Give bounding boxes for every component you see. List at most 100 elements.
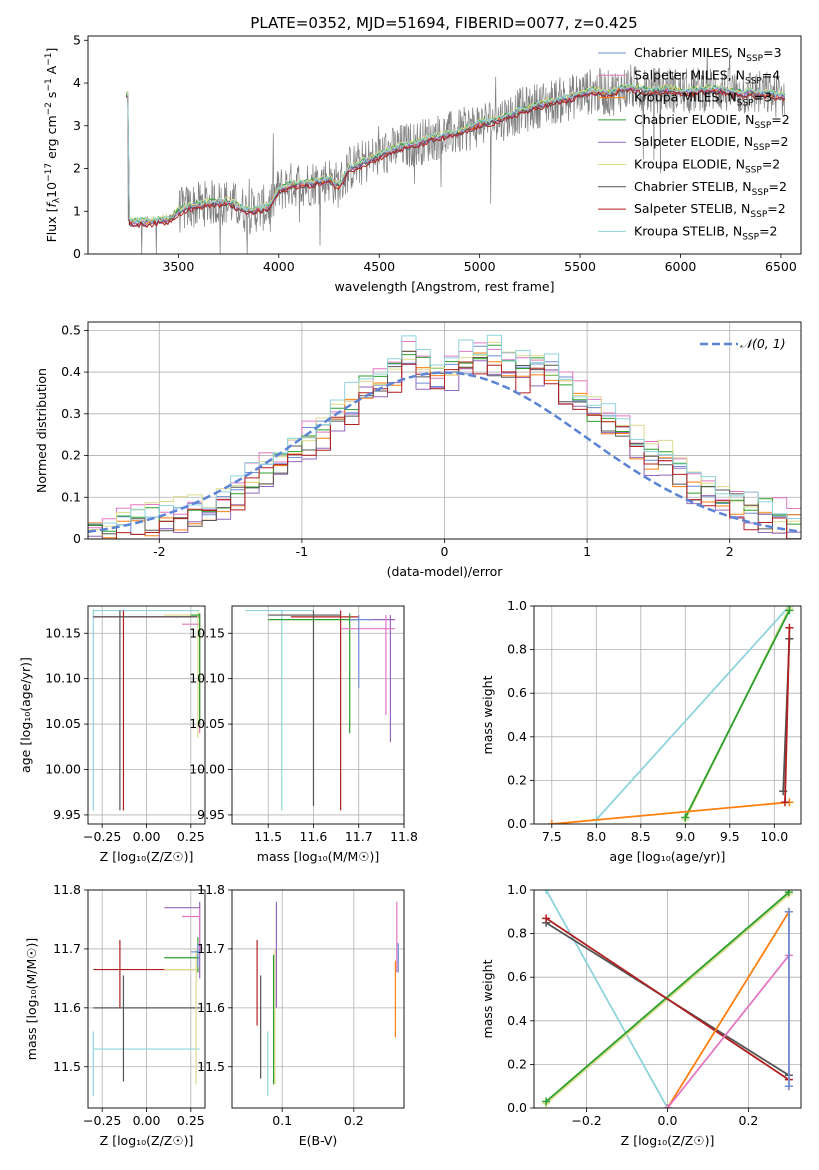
axes-frame [231, 605, 405, 825]
legend: Chabrier MILES, NSSP=3 Salpeter MILES, NS… [598, 45, 790, 242]
x-tick-label: 8.5 [631, 829, 651, 844]
plot-area [92, 609, 201, 811]
y-tick-label: 10.15 [45, 625, 81, 640]
data-point [681, 813, 690, 822]
y-tick-label: 0.1 [61, 489, 81, 504]
x-tick-label: 4500 [363, 259, 395, 274]
model-line [125, 87, 785, 228]
x-tick-label: 0.00 [133, 1113, 161, 1128]
x-tick-label: 0.2 [344, 1113, 364, 1128]
y-tick-label: 11.5 [53, 1059, 81, 1074]
plot-area [125, 49, 786, 254]
data-point [785, 606, 794, 615]
y-tick-label: 0.2 [507, 1056, 527, 1071]
plot-area [256, 901, 399, 1097]
x-tick-label: 6000 [665, 259, 697, 274]
y-tick-label: 0.2 [507, 772, 527, 787]
weight-line [545, 891, 790, 1103]
y-tick-label: 0.8 [507, 926, 527, 941]
panel-mass-vs-Z: −0.25 0.00 0.25 11.5 11.6 11.7 11.8 Z [log₁₀(Z/… [24, 882, 206, 1148]
plot-area [547, 606, 794, 824]
observed-spectrum [126, 49, 786, 254]
legend-label: Salpeter MILES, NSSP=4 [634, 67, 780, 86]
legend-label: Chabrier ELODIE, NSSP=2 [634, 112, 790, 131]
y-tick-label: 11.7 [53, 941, 81, 956]
y-axis-label: mass weight [480, 959, 495, 1038]
x-tick-label: 11.8 [390, 829, 418, 844]
legend-label: Salpeter STELIB, NSSP=2 [634, 201, 786, 220]
data-point [663, 1104, 672, 1108]
y-axis-label: Normed distribution [34, 368, 49, 493]
x-tick-label: 0.1 [272, 1113, 292, 1128]
weight-line [666, 954, 790, 1108]
x-tick-label: 0.25 [177, 1113, 205, 1128]
x-tick-label: 4000 [263, 259, 295, 274]
y-tick-label: 0.2 [61, 448, 81, 463]
data-point [542, 914, 551, 923]
panel-age-vs-Z: −0.25 0.00 0.25 9.95 10.00 10.05 10.10 10.15 Z [… [18, 605, 206, 864]
x-axis-label: Z [log₁₀(Z/Z☉)] [100, 849, 194, 864]
plot-area [245, 609, 395, 811]
y-tick-label: 3 [73, 118, 81, 133]
data-point [785, 623, 794, 632]
y-tick-label: 5 [73, 32, 81, 47]
y-tick-label: 11.5 [197, 1059, 225, 1074]
weight-line [551, 801, 790, 824]
x-tick-label: -2 [153, 544, 165, 559]
y-axis-label: mass weight [480, 675, 495, 754]
y-tick-label: 10.15 [189, 625, 225, 640]
plot-area [542, 890, 793, 1108]
y-tick-label: 11.6 [197, 1000, 225, 1015]
x-tick-label: 5500 [564, 259, 596, 274]
y-tick-label: 11.7 [197, 941, 225, 956]
plot-area [92, 901, 201, 1097]
x-tick-label: 8.0 [586, 829, 606, 844]
weight-line [595, 606, 791, 821]
model-line [125, 83, 786, 225]
x-axis-label: E(B-V) [299, 1133, 338, 1148]
y-tick-label: 0.6 [507, 969, 527, 984]
y-axis-label: Flux [fλ10−17 erg cm−2 s−1 A−1] [44, 48, 62, 243]
x-tick-label: -1 [296, 544, 308, 559]
y-tick-label: 10.05 [189, 716, 225, 731]
y-tick-label: 11.6 [53, 1000, 81, 1015]
x-axis-label: (data-model)/error [387, 564, 504, 579]
panel-massweight-vs-Z: −0.2 0.0 0.2 0.0 0.2 0.4 0.6 0.8 1.0 Z [log₁₀(Z/Z… [480, 882, 802, 1148]
x-tick-label: 3500 [162, 259, 194, 274]
axes-frame [231, 889, 405, 1109]
panel-mass-vs-EBV: 0.1 0.2 11.5 11.6 11.7 11.8 E(B-V) [197, 882, 405, 1148]
data-point [780, 798, 789, 807]
plot-area [88, 334, 801, 539]
y-tick-label: 0.0 [507, 1100, 527, 1115]
histogram-step [88, 341, 801, 539]
data-point [784, 1082, 793, 1091]
axes-frame [87, 35, 802, 255]
x-tick-label: 9.5 [720, 829, 740, 844]
x-tick-label: 0.00 [133, 829, 161, 844]
x-tick-label: 0.25 [177, 829, 205, 844]
legend-label: 𝒩(0, 1) [740, 336, 786, 351]
gaussian-curve [88, 371, 801, 533]
y-tick-label: 0.8 [507, 642, 527, 657]
x-tick-label: 11.7 [345, 829, 373, 844]
x-tick-label: 7.5 [542, 829, 562, 844]
x-axis-label: Z [log₁₀(Z/Z☉)] [100, 1133, 194, 1148]
y-tick-label: 9.95 [53, 807, 81, 822]
panel-age-vs-mass: 11.5 11.6 11.7 11.8 9.95 10.00 10.05 10.10 10.15… [189, 605, 418, 864]
x-tick-label: 1 [583, 544, 591, 559]
data-point [542, 1097, 551, 1106]
y-axis-label: age [log₁₀(age/yr)] [18, 657, 33, 773]
legend-label: Kroupa ELODIE, NSSP=2 [634, 157, 780, 176]
panel-massweight-vs-age: 7.5 8.0 8.5 9.0 9.5 10.0 0.0 0.2 0.4 0.6 0.8 1.0 age… [480, 598, 802, 864]
x-tick-label: 0.0 [658, 1113, 678, 1128]
y-axis-label: mass [log₁₀(M/M☉)] [24, 938, 39, 1060]
legend-label: Chabrier MILES, NSSP=3 [634, 45, 782, 64]
x-axis-label: Z [log₁₀(Z/Z☉)] [621, 1133, 715, 1148]
y-tick-label: 10.00 [189, 762, 225, 777]
histogram-step [88, 334, 801, 539]
x-tick-label: 10.0 [760, 829, 788, 844]
x-tick-label: 5000 [464, 259, 496, 274]
x-tick-label: −0.25 [83, 829, 121, 844]
legend-label: Salpeter ELODIE, NSSP=2 [634, 134, 788, 153]
